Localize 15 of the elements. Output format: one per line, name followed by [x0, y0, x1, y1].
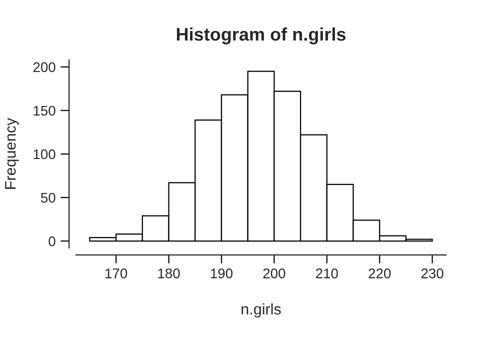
y-tick-label: 50	[40, 192, 56, 203]
x-tick-label: 220	[368, 268, 391, 278]
x-tick-label: 230	[421, 268, 444, 278]
x-tick-label: 210	[316, 268, 338, 278]
x-axis-title: n.girls	[242, 303, 281, 318]
x-tick-label: 200	[263, 268, 286, 278]
x-tick-label: 170	[106, 268, 128, 278]
y-tick-label: 100	[34, 149, 56, 160]
x-tick-label: 190	[210, 268, 233, 278]
y-tick-label: 0	[48, 236, 56, 246]
chart-title: Histogram of n.girls	[176, 27, 346, 44]
y-tick-label: 200	[33, 62, 56, 72]
y-tick-label: 150	[34, 106, 56, 116]
y-axis-title: Frequency	[5, 118, 19, 189]
x-tick-label: 180	[158, 268, 180, 278]
